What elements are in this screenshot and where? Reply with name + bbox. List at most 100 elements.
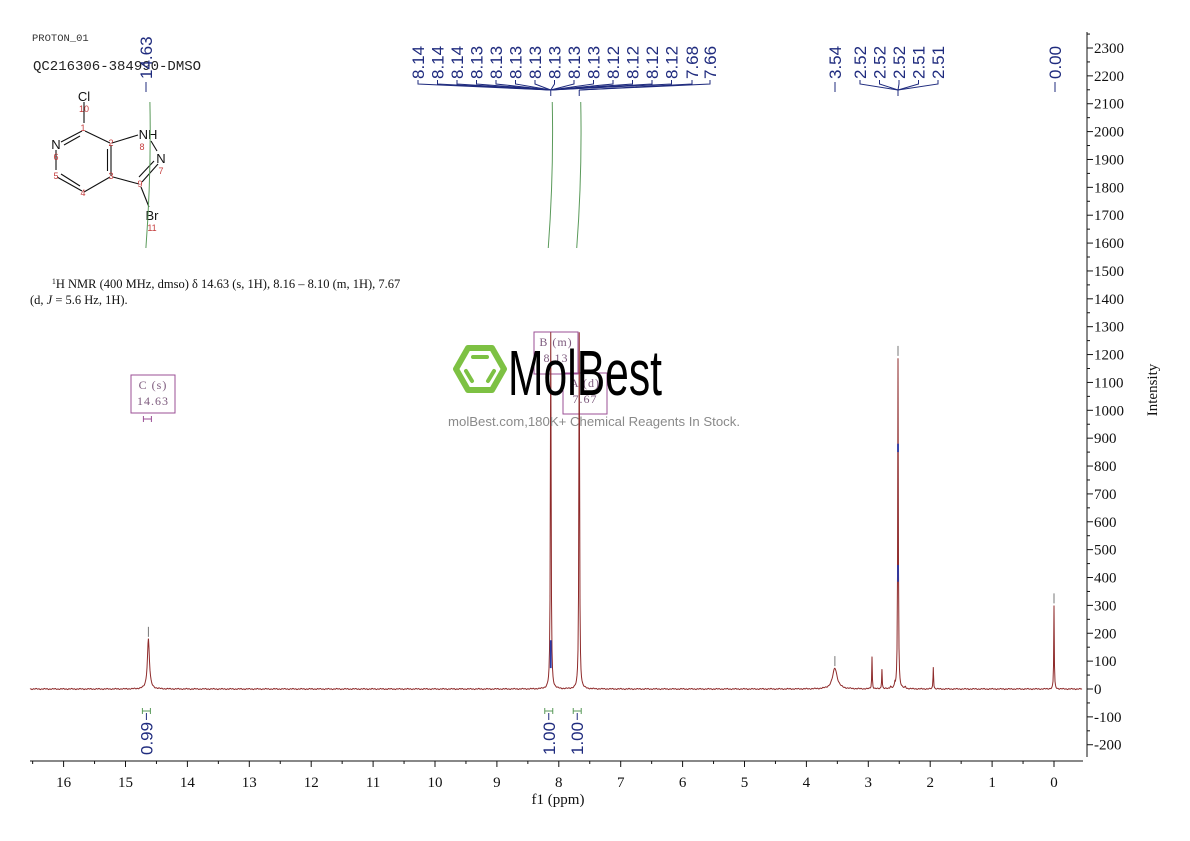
x-tick-label: 10 bbox=[428, 775, 443, 791]
spectrum-trace bbox=[29, 332, 1083, 691]
watermark: MolBest molBest.com,180K+ Chemical Reage… bbox=[448, 337, 740, 429]
atom-n6-symbol: N bbox=[51, 137, 60, 152]
coupling-symbol: J bbox=[47, 293, 54, 307]
y-tick-label: 1900 bbox=[1094, 152, 1124, 168]
y-tick-label: 1600 bbox=[1094, 236, 1124, 252]
peak-label-connector bbox=[476, 80, 551, 91]
x-tick-label: 2 bbox=[926, 775, 934, 791]
x-tick-label: 13 bbox=[242, 775, 257, 791]
multiplet-box bbox=[562, 372, 608, 415]
integral-range-icon bbox=[572, 708, 582, 714]
multiplet-annotation: C (s) 14.63 bbox=[130, 374, 176, 422]
y-tick-label: 2000 bbox=[1094, 125, 1124, 141]
peak-label-connector bbox=[550, 80, 575, 91]
integral-range-icon bbox=[544, 708, 554, 714]
peak-shift-label: 2.52 bbox=[871, 46, 890, 79]
y-tick-label: 2200 bbox=[1094, 69, 1124, 85]
multiplet-label: A (d) bbox=[570, 376, 600, 390]
y-tick-label: 300 bbox=[1094, 598, 1117, 614]
peak-label-connector bbox=[550, 80, 555, 91]
integral-curve bbox=[576, 101, 582, 249]
description-line-1: 1H NMR (400 MHz, dmso) δ 14.63 (s, 1H), … bbox=[30, 277, 416, 291]
spectrum bbox=[29, 332, 1083, 691]
integral-annotation: 1.00 bbox=[540, 708, 559, 755]
peak-shift-label: 3.54 bbox=[826, 46, 845, 79]
peak-label-connector bbox=[897, 80, 919, 91]
experiment-name: PROTON_01 bbox=[32, 33, 89, 45]
integral-annotation: 1.00 bbox=[568, 708, 587, 755]
x-tick-label: 4 bbox=[803, 775, 811, 791]
peak-label-group: 7.68 7.66 bbox=[578, 46, 720, 96]
peak-shift-label: 7.68 bbox=[683, 46, 702, 79]
peak-label-connector bbox=[879, 80, 899, 91]
description-prefix: (d, bbox=[30, 293, 47, 307]
y-tick-label: 2100 bbox=[1094, 97, 1124, 113]
y-tick-label: 1500 bbox=[1094, 264, 1124, 280]
atom-n8-number: 8 bbox=[139, 142, 144, 152]
nmr-description: 1H NMR (400 MHz, dmso) δ 14.63 (s, 1H), … bbox=[30, 277, 416, 307]
x-tick-label: 12 bbox=[304, 775, 319, 791]
peak-shift-label: 14.63 bbox=[137, 36, 156, 79]
peak-shift-label: 2.51 bbox=[929, 46, 948, 79]
peak-shift-label: 8.13 bbox=[507, 46, 526, 79]
y-tick-label: 1700 bbox=[1094, 208, 1124, 224]
x-axis: 16 15 14 13 12 11 10 9 8 7 6 5 4 3 2 1 0 bbox=[30, 760, 1083, 791]
peak-shift-label: 8.12 bbox=[663, 46, 682, 79]
peak-shift-label: 8.14 bbox=[409, 46, 428, 79]
peak-shift-label: 8.12 bbox=[624, 46, 643, 79]
atom-c5-number: 5 bbox=[53, 171, 58, 181]
peak-label-group: 14.63 bbox=[137, 36, 156, 92]
peak-shift-label: 8.14 bbox=[448, 46, 467, 79]
x-tick-label: 9 bbox=[493, 775, 501, 791]
y-tick-label: 800 bbox=[1094, 459, 1117, 475]
integral-value: 1.00 bbox=[540, 722, 559, 755]
integral-value: 0.99 bbox=[137, 722, 156, 755]
peak-label-connector bbox=[897, 80, 900, 91]
peak-label-connector bbox=[897, 80, 939, 91]
peak-shift-label: 8.13 bbox=[546, 46, 565, 79]
y-tick-label: 1100 bbox=[1094, 375, 1123, 391]
peak-label-connector bbox=[495, 80, 551, 91]
y-tick-label: 700 bbox=[1094, 487, 1117, 503]
peak-shift-label: 0.00 bbox=[1046, 46, 1065, 79]
peak-shift-label: 2.52 bbox=[851, 46, 870, 79]
y-tick-label: 400 bbox=[1094, 571, 1117, 587]
atom-c1-number: 1 bbox=[80, 123, 85, 133]
x-tick-label: 0 bbox=[1050, 775, 1058, 791]
integral-range-icon bbox=[141, 708, 151, 714]
integral-curves bbox=[145, 101, 582, 249]
y-tick-label: -100 bbox=[1094, 710, 1122, 726]
atom-cl-number: 10 bbox=[79, 104, 89, 114]
description-suffix: = 5.6 Hz, 1H). bbox=[52, 293, 127, 307]
x-tick-label: 3 bbox=[865, 775, 873, 791]
multiplet-shift: 7.67 bbox=[573, 392, 598, 406]
atom-br-symbol: Br bbox=[146, 208, 160, 223]
x-tick-label: 11 bbox=[366, 775, 380, 791]
peak-label-connector bbox=[456, 80, 551, 91]
integral-labels: 0.99 1.00 1.00 bbox=[137, 708, 587, 755]
y-tick-label: 2300 bbox=[1094, 41, 1124, 57]
atom-c2-number: 2 bbox=[108, 138, 113, 148]
atom-c9-number: 9 bbox=[137, 179, 142, 189]
peak-shift-label: 8.12 bbox=[643, 46, 662, 79]
peak-label-connector bbox=[550, 80, 672, 91]
integral-curve bbox=[145, 101, 151, 249]
peak-label-connector bbox=[579, 80, 711, 91]
peak-label-group: 0.00 bbox=[1046, 46, 1065, 92]
multiplet-label: B (m) bbox=[539, 335, 572, 349]
integral-annotation: 0.99 bbox=[137, 708, 156, 755]
description-line-2: (d, J = 5.6 Hz, 1H). bbox=[30, 293, 128, 307]
y-tick-label: 900 bbox=[1094, 431, 1117, 447]
y-tick-label: 1300 bbox=[1094, 320, 1124, 336]
x-tick-label: 6 bbox=[679, 775, 687, 791]
peak-shift-label: 8.13 bbox=[526, 46, 545, 79]
multiplet-shift: 14.63 bbox=[137, 394, 169, 408]
multiplet-boxes: C (s) 14.63 B (m) 8.13A (d) 7.67 bbox=[130, 331, 608, 422]
peak-shift-label: 8.14 bbox=[429, 46, 448, 79]
description-text-1: H NMR (400 MHz, dmso) δ 14.63 (s, 1H), 8… bbox=[56, 277, 400, 291]
peak-shift-label: 8.12 bbox=[604, 46, 623, 79]
peak-label-group: 3.54 bbox=[826, 46, 845, 92]
peak-label-connector bbox=[859, 80, 899, 91]
atom-n6-number: 6 bbox=[53, 152, 58, 162]
